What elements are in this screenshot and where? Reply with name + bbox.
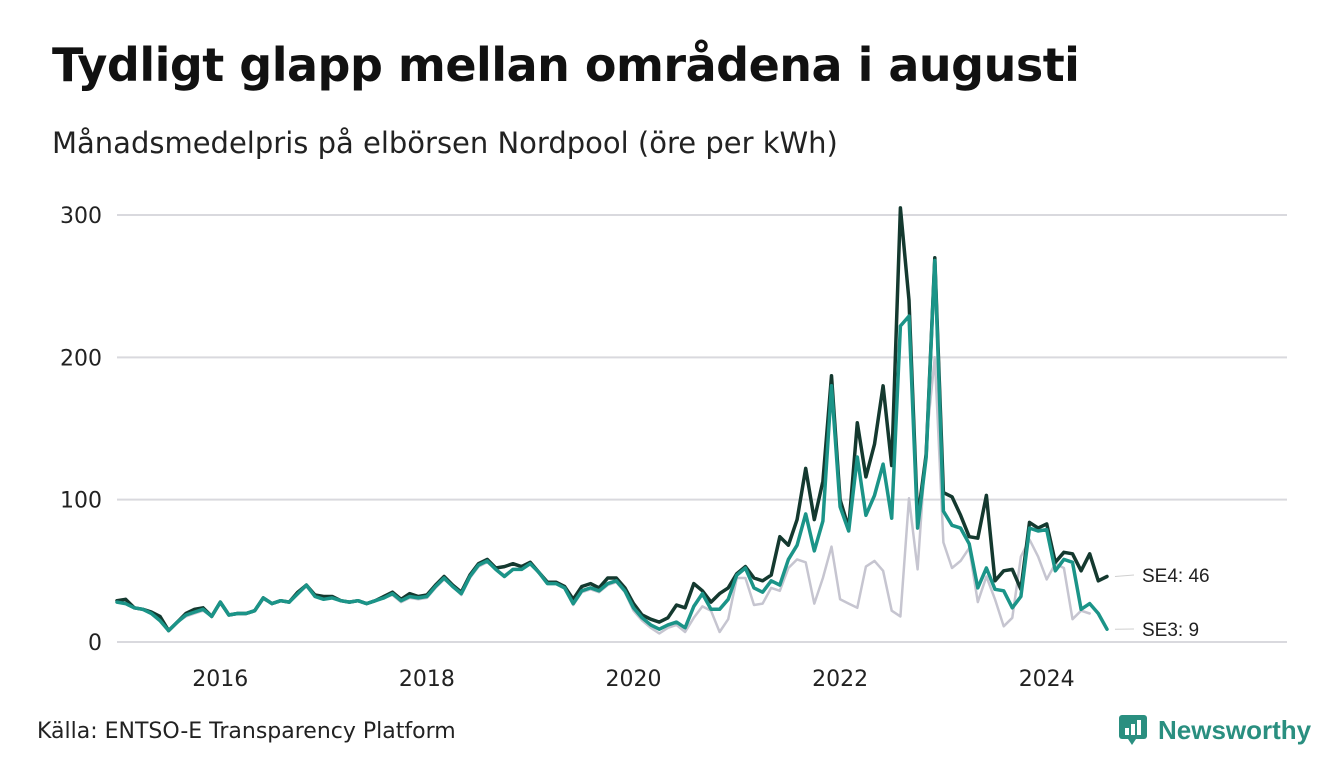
- x-tick-label: 2022: [812, 667, 868, 692]
- y-tick-label: 300: [60, 204, 102, 229]
- chart-subtitle: Månadsmedelpris på elbörsen Nordpool (ör…: [52, 126, 838, 160]
- brand: Newsworthy: [1118, 714, 1311, 746]
- x-tick-label: 2018: [399, 667, 455, 692]
- y-tick-label: 0: [88, 631, 102, 656]
- series-line-se3: [115, 258, 1109, 633]
- x-tick-label: 2016: [192, 667, 248, 692]
- series-line-se4: [115, 206, 1109, 633]
- x-tick-label: 2020: [606, 667, 662, 692]
- brand-name: Newsworthy: [1158, 714, 1312, 745]
- x-axis-ticks: 2016 2018 2020 2022 2024: [192, 667, 1074, 692]
- source-note: Källa: ENTSO-E Transparency Platform: [37, 719, 456, 744]
- gridlines: [117, 214, 1287, 643]
- end-label-se3: SE3: 9: [1142, 620, 1199, 641]
- y-tick-label: 100: [60, 489, 102, 514]
- chart-title: Tydligt glapp mellan områdena i augusti: [52, 38, 1080, 92]
- series-lines: [115, 206, 1109, 635]
- x-tick-label: 2024: [1019, 667, 1075, 692]
- y-tick-label: 200: [60, 346, 102, 371]
- y-axis-ticks: 0 100 200 300: [60, 204, 102, 656]
- end-labels: SE4: 46 SE3: 9: [1114, 566, 1210, 641]
- end-label-se4: SE4: 46: [1142, 566, 1210, 587]
- newsworthy-logo-icon: [1119, 715, 1147, 745]
- end-label-leader: [1114, 574, 1135, 578]
